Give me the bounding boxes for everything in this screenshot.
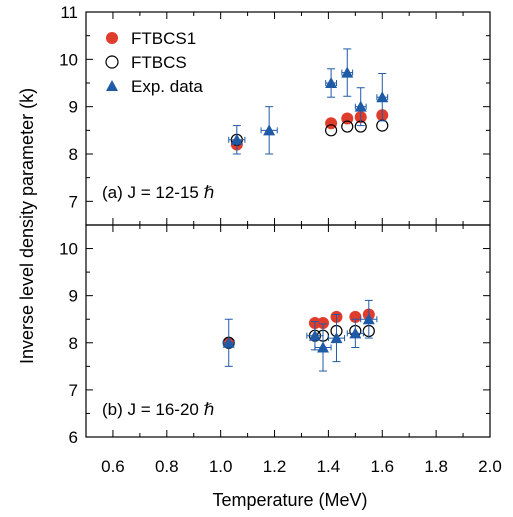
data-point-exp	[362, 313, 375, 325]
legend-marker-ftbcs	[105, 55, 119, 69]
x-tick-label: 2.0	[478, 457, 502, 476]
data-point-exp	[330, 332, 343, 344]
data-point-exp	[341, 66, 354, 78]
y-axis-label: Inverse level density parameter (k)	[17, 88, 37, 364]
data-point-ftbcs1	[349, 310, 362, 323]
data-point-exp	[222, 336, 235, 348]
data-point-exp	[376, 91, 389, 103]
y-tick-label: 6	[69, 428, 78, 447]
legend-marker-exp-data	[106, 80, 118, 91]
data-point-exp	[354, 100, 367, 112]
x-tick-label: 1.6	[370, 457, 394, 476]
data-point-exp	[263, 124, 276, 136]
x-axis-label: Temperature (MeV)	[212, 490, 367, 510]
panel-a-annotation: (a) J = 12-15 ℏ	[102, 183, 214, 202]
x-tick-label: 0.6	[101, 457, 125, 476]
y-tick-label: 11	[60, 3, 78, 22]
series-exp-data	[228, 48, 389, 155]
data-point-ftbcs	[324, 124, 338, 137]
legend: FTBCS1 FTBCS Exp. data	[105, 29, 203, 96]
series-ftbcs	[230, 119, 389, 146]
series-ftbcs1	[222, 308, 375, 349]
y-tick-label: 8	[69, 334, 78, 353]
series-exp-data	[222, 299, 378, 372]
x-tick-label: 1.4	[317, 457, 341, 476]
panel-b-annotation: (b) J = 16-20 ℏ	[102, 400, 214, 419]
x-tick-label: 1.2	[263, 457, 287, 476]
y-tick-label: 8	[69, 145, 78, 164]
panel-b: 0.6 0.8 1.0 1.2 1.4 1.6 1.8 2.0 6 7 8 9 10	[59, 224, 502, 476]
y-tick-label: 10	[59, 240, 78, 259]
y-tick-label: 9	[69, 98, 78, 117]
legend-label-ftbcs: FTBCS	[131, 53, 187, 72]
data-point-ftbcs	[341, 120, 354, 133]
y-tick-label: 10	[59, 50, 78, 69]
x-tick-label: 1.8	[424, 457, 448, 476]
legend-label-ftbcs1: FTBCS1	[131, 29, 196, 48]
legend-label-exp-data: Exp. data	[131, 77, 203, 96]
y-tick-label: 9	[69, 287, 78, 306]
y-tick-label: 7	[69, 381, 78, 400]
data-point-exp	[349, 327, 362, 339]
data-point-exp	[317, 341, 330, 353]
data-point-exp	[230, 133, 243, 145]
data-point-ftbcs	[376, 119, 389, 132]
data-point-ftbcs1	[317, 316, 330, 329]
x-tick-label: 0.8	[155, 457, 179, 476]
x-tick-label: 1.0	[209, 457, 233, 476]
legend-marker-ftbcs1	[106, 32, 118, 44]
y-tick-label: 7	[69, 192, 78, 211]
data-point-exp	[308, 329, 321, 341]
data-point-exp	[325, 77, 338, 88]
panel-frame-b	[85, 224, 491, 438]
